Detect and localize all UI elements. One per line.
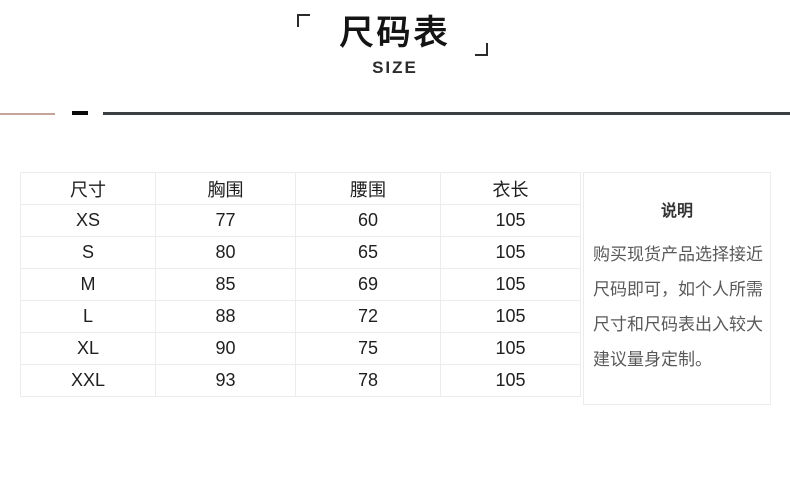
table-row: XXL 93 78 105	[20, 364, 581, 397]
measurement-cell: 75	[295, 332, 441, 365]
note-line: 尺寸和尺码表出入较大	[593, 315, 763, 334]
corner-bracket-left-icon	[296, 14, 310, 27]
page-title: 尺码表	[339, 14, 451, 52]
size-table-header-row: 尺寸 胸围 腰围 衣长	[20, 172, 581, 205]
measurement-cell: 105	[440, 364, 581, 397]
size-chart-header: 尺码表 SIZE	[0, 13, 790, 78]
measurement-cell: 60	[295, 204, 441, 237]
measurement-cell: 105	[440, 300, 581, 333]
size-table-body: XS 77 60 105 S 80 65 105 M 85 69 105 L 88 72 105 XL 90 75 1…	[20, 204, 581, 397]
measurement-cell: 105	[440, 268, 581, 301]
notes-heading: 说明	[660, 203, 693, 220]
size-label-cell: XS	[20, 204, 156, 237]
measurement-cell: 93	[155, 364, 296, 397]
corner-bracket-right-icon	[474, 43, 488, 56]
measurement-cell: 72	[295, 300, 441, 333]
size-label-cell: L	[20, 300, 156, 333]
measurement-cell: 105	[440, 236, 581, 269]
table-row: XL 90 75 105	[20, 332, 581, 365]
column-header: 衣长	[440, 172, 581, 205]
measurement-cell: 78	[295, 364, 441, 397]
size-table-wrap: 尺寸 胸围 腰围 衣长 XS 77 60 105 S 80 65 105 M 85 69 105 L 88 72 1…	[20, 172, 581, 397]
column-header: 胸围	[155, 172, 296, 205]
table-row: L 88 72 105	[20, 300, 581, 333]
measurement-cell: 90	[155, 332, 296, 365]
table-row: S 80 65 105	[20, 236, 581, 269]
column-header: 腰围	[295, 172, 441, 205]
size-table: 尺寸 胸围 腰围 衣长 XS 77 60 105 S 80 65 105 M 85 69 105 L 88 72 1…	[20, 172, 581, 397]
notes-panel: 说明 购买现货产品选择接近 尺码即可，如个人所需 尺寸和尺码表出入较大 建议量身定制。	[583, 172, 771, 405]
measurement-cell: 105	[440, 332, 581, 365]
column-header: 尺寸	[20, 172, 156, 205]
note-line: 购买现货产品选择接近	[593, 245, 763, 264]
measurement-cell: 88	[155, 300, 296, 333]
page-subtitle: SIZE	[372, 58, 418, 77]
size-label-cell: S	[20, 236, 156, 269]
size-label-cell: XXL	[20, 364, 156, 397]
divider-black-dash	[72, 111, 88, 115]
title-row: 尺码表	[296, 13, 488, 56]
measurement-cell: 80	[155, 236, 296, 269]
note-line: 尺码即可，如个人所需	[593, 280, 763, 299]
measurement-cell: 85	[155, 268, 296, 301]
measurement-cell: 65	[295, 236, 441, 269]
table-row: XS 77 60 105	[20, 204, 581, 237]
table-row: M 85 69 105	[20, 268, 581, 301]
measurement-cell: 77	[155, 204, 296, 237]
note-line: 建议量身定制。	[593, 350, 712, 369]
notes-body: 购买现货产品选择接近 尺码即可，如个人所需 尺寸和尺码表出入较大 建议量身定制。	[584, 237, 770, 377]
measurement-cell: 69	[295, 268, 441, 301]
divider-dark-line	[103, 112, 790, 115]
divider-rose-line	[0, 113, 55, 115]
size-label-cell: XL	[20, 332, 156, 365]
size-label-cell: M	[20, 268, 156, 301]
measurement-cell: 105	[440, 204, 581, 237]
